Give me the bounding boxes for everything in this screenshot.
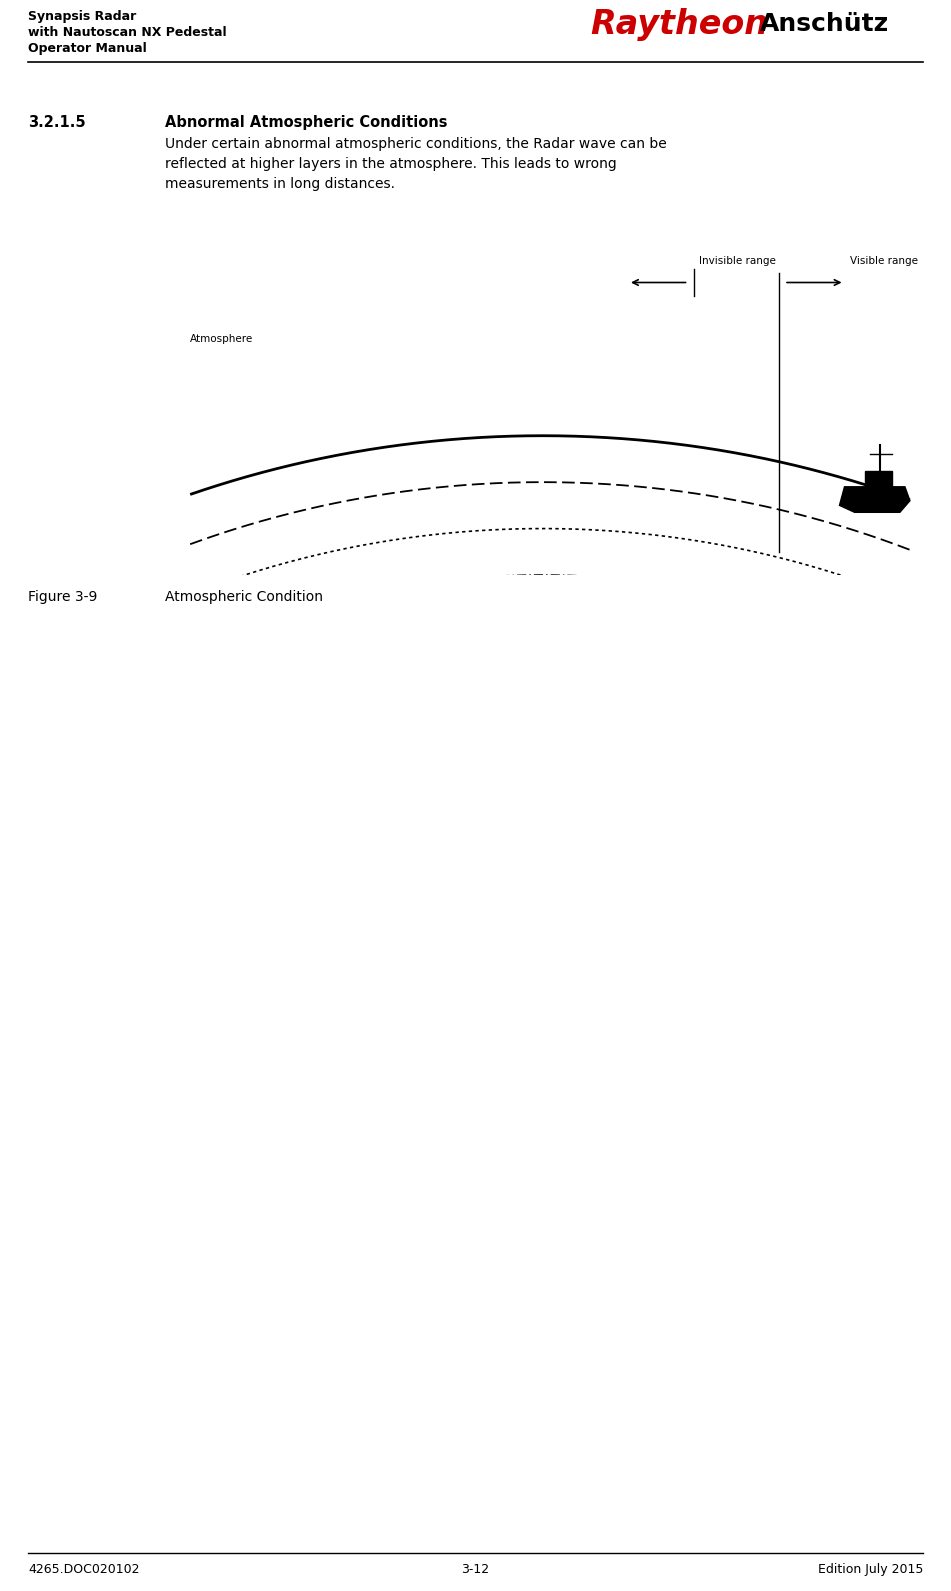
Text: reflected at higher layers in the atmosphere. This leads to wrong: reflected at higher layers in the atmosp…	[165, 158, 617, 170]
Text: Atmospheric Condition: Atmospheric Condition	[165, 590, 323, 605]
Text: with Nautoscan NX Pedestal: with Nautoscan NX Pedestal	[28, 25, 226, 40]
Text: Synapsis Radar: Synapsis Radar	[28, 10, 136, 22]
Text: measurements in long distances.: measurements in long distances.	[165, 177, 395, 191]
Text: Atmosphere: Atmosphere	[190, 334, 253, 344]
Polygon shape	[840, 487, 910, 512]
Text: Raytheon: Raytheon	[590, 8, 768, 41]
Polygon shape	[864, 471, 892, 487]
Text: Abnormal Atmospheric Conditions: Abnormal Atmospheric Conditions	[165, 115, 448, 130]
Text: Edition July 2015: Edition July 2015	[818, 1562, 923, 1577]
Text: 3.2.1.5: 3.2.1.5	[28, 115, 86, 130]
Text: Visible range: Visible range	[849, 256, 918, 266]
Text: 4265.DOC020102: 4265.DOC020102	[28, 1562, 140, 1577]
Text: Operator Manual: Operator Manual	[28, 41, 146, 56]
Text: Invisible range: Invisible range	[699, 256, 775, 266]
Text: 3-12: 3-12	[461, 1562, 489, 1577]
Text: Under certain abnormal atmospheric conditions, the Radar wave can be: Under certain abnormal atmospheric condi…	[165, 137, 667, 151]
Text: Anschütz: Anschütz	[760, 13, 889, 37]
Text: Figure 3-9: Figure 3-9	[28, 590, 97, 605]
